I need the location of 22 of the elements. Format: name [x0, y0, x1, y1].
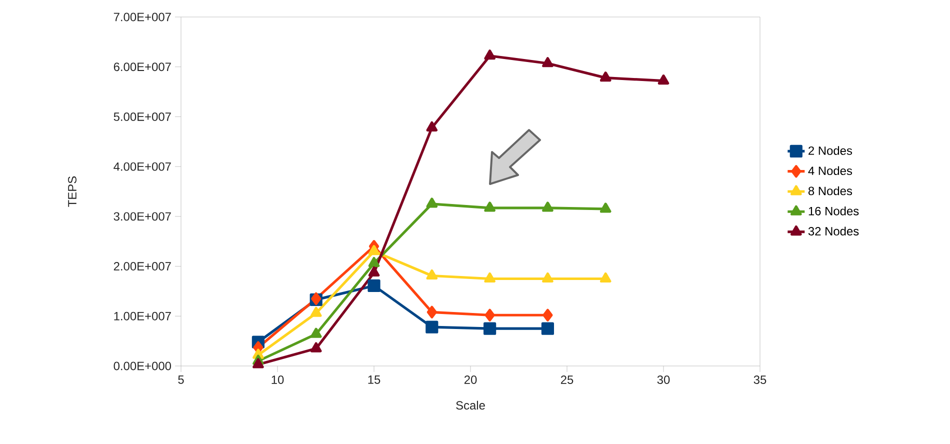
y-axis-title: TEPS [68, 176, 76, 207]
y-tick-label: 5.00E+007 [114, 112, 171, 121]
y-tick-label: 1.00E+007 [114, 312, 171, 320]
x-tick-label: 5 [178, 376, 184, 384]
y-tick-label: 4.00E+007 [114, 162, 171, 171]
x-axis-title: Scale [456, 400, 485, 410]
x-tick-label: 35 [754, 376, 766, 384]
y-tick-label: 2.00E+007 [114, 262, 171, 270]
legend-label: 32 Nodes [808, 226, 859, 236]
x-tick-label: 10 [272, 376, 284, 384]
legend-label: 16 Nodes [808, 206, 859, 216]
x-tick-label: 15 [368, 376, 380, 384]
legend-label: 2 Nodes [808, 146, 852, 155]
legend-label: 8 Nodes [808, 186, 852, 196]
y-tick-label: 7.00E+007 [114, 12, 171, 22]
x-tick-label: 20 [464, 376, 477, 384]
y-tick-label: 0.00E+000 [114, 362, 172, 370]
x-tick-label: 25 [560, 376, 574, 384]
y-tick-label: 3.00E+007 [114, 212, 171, 221]
x-tick-label: 30 [657, 376, 670, 384]
y-tick-label: 6.00E+007 [114, 62, 171, 72]
legend-label: 4 Nodes [808, 166, 852, 176]
